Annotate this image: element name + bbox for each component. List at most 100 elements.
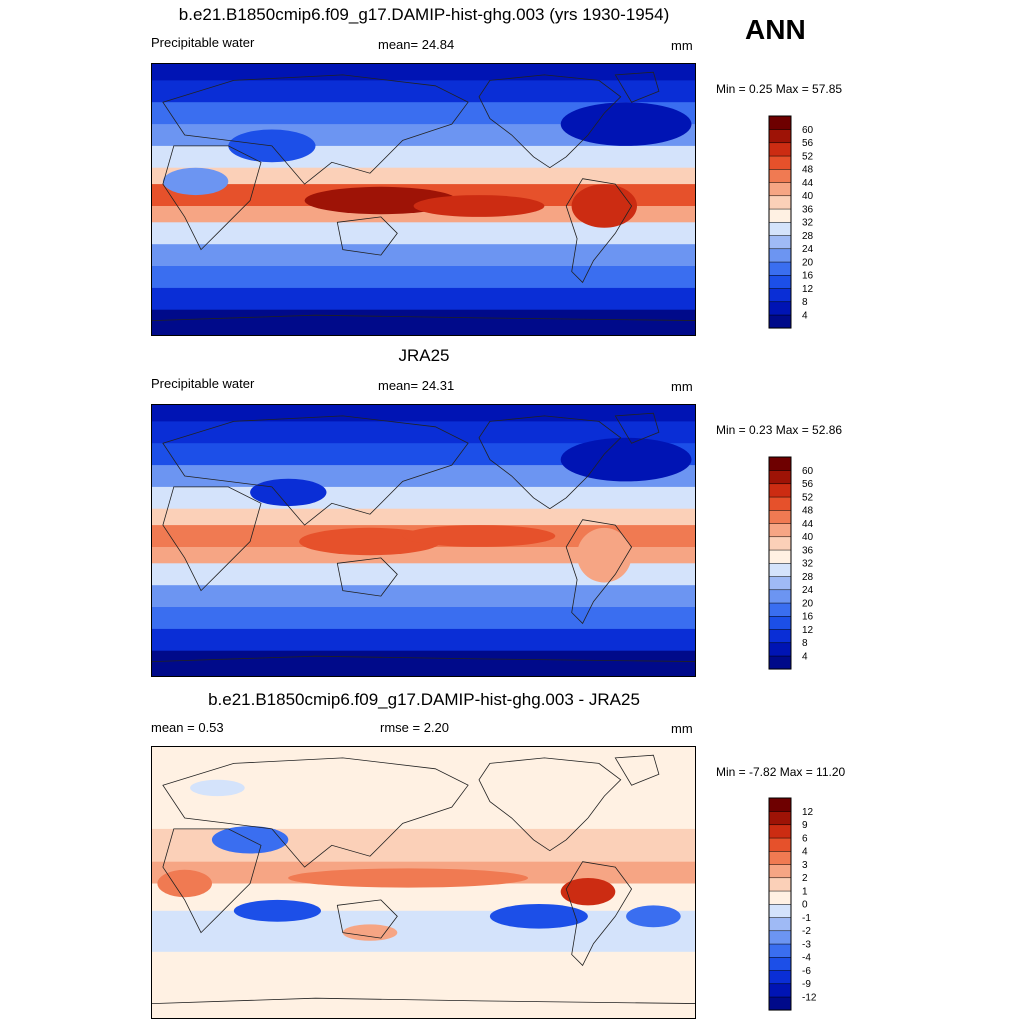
latitude-band-12 (152, 309, 695, 335)
colorbar-tick-label: 3 (802, 860, 808, 871)
colorbar-swatch-4 (768, 261, 792, 276)
latitude-band-3 (152, 883, 695, 912)
latitude-band-8 (152, 563, 695, 586)
latitude-band-7 (152, 547, 695, 564)
panel-2-colorbar: 4 8 12 16 20 24 28 32 36 40 44 48 52 56 60 (768, 456, 829, 671)
colorbar-swatch-2 (768, 970, 792, 985)
colorbar-swatch-13 (768, 824, 792, 839)
colorbar-swatch-12 (768, 496, 792, 511)
colorbar-swatch-11 (768, 509, 792, 524)
colorbar-swatch-6 (768, 917, 792, 932)
field-feature-2 (157, 869, 212, 898)
colorbar-tick-label: 48 (802, 165, 814, 176)
panel-3-map (151, 746, 696, 1019)
colorbar-tick-label: 8 (802, 638, 808, 649)
colorbar-tick-label: -3 (802, 939, 811, 950)
coastline-south-america (565, 519, 633, 625)
colorbar-tick-label: 44 (802, 519, 814, 530)
colorbar-tick-label: 36 (802, 545, 814, 556)
colorbar-swatch-9 (768, 877, 792, 892)
colorbar-tick-label: 16 (802, 612, 814, 623)
coastline-north-america (478, 74, 622, 169)
latitude-band-5 (152, 508, 695, 526)
colorbar-swatch-7 (768, 903, 792, 918)
colorbar-frame (768, 456, 792, 670)
colorbar-tick-label: 0 (802, 900, 808, 911)
panel-2-mean-label: mean= 24.31 (378, 378, 455, 393)
colorbar-swatch-0 (768, 314, 792, 329)
coastline-north-america (478, 415, 622, 510)
colorbar-swatch-9 (768, 195, 792, 210)
colorbar-swatch-3 (768, 615, 792, 630)
colorbar-swatch-5 (768, 248, 792, 263)
coastline-europe-asia (162, 757, 469, 868)
colorbar-swatch-14 (768, 129, 792, 144)
panel-1-map-plot (152, 64, 695, 335)
colorbar-tick-label: 28 (802, 572, 814, 583)
field-feature-0 (288, 868, 528, 888)
latitude-band-12 (152, 650, 695, 676)
panel-1-units-label: mm (671, 38, 693, 53)
panel-3-title: b.e21.B1850cmip6.f09_g17.DAMIP-hist-ghg.… (208, 690, 640, 709)
panel-3-colorbar: -12 -9 -6 -4 -3 -2 -1 0 1 2 3 4 6 9 12 (768, 797, 829, 1012)
colorbar-tick-label: 40 (802, 532, 814, 543)
coastline-antarctica (152, 314, 695, 321)
panel-1-mean-label: mean= 24.84 (378, 37, 455, 52)
latitude-band-11 (152, 287, 695, 311)
colorbar-swatch-12 (768, 155, 792, 170)
colorbar-swatch-10 (768, 182, 792, 197)
latitude-band-10 (152, 607, 695, 630)
latitude-band-4 (152, 910, 695, 953)
colorbar-tick-label: 60 (802, 466, 814, 477)
coastline-africa (162, 145, 262, 251)
colorbar-tick-label: 44 (802, 178, 814, 189)
colorbar-tick-label: 4 (802, 310, 808, 321)
colorbar-tick-label: -4 (802, 953, 811, 964)
colorbar-swatch-12 (768, 837, 792, 852)
colorbar-tick-label: 6 (802, 833, 808, 844)
coastline-africa (162, 828, 262, 934)
field-feature-4 (489, 904, 588, 929)
panel-2-map (151, 404, 696, 677)
colorbar-tick-label: -6 (802, 966, 811, 977)
latitude-band-9 (152, 244, 695, 267)
field-feature-3 (233, 899, 321, 922)
panel-2-variable-label: Precipitable water (151, 376, 255, 391)
coastline-australia (336, 557, 398, 597)
colorbar-tick-label: 48 (802, 506, 814, 517)
colorbar-tick-label: 28 (802, 231, 814, 242)
latitude-band-10 (152, 266, 695, 289)
colorbar-swatch-3 (768, 956, 792, 971)
latitude-band-1 (152, 421, 695, 444)
colorbar-swatch-2 (768, 629, 792, 644)
colorbar-swatch-10 (768, 864, 792, 879)
colorbar-swatch-1 (768, 301, 792, 316)
panel-1-min-max: Min = 0.25 Max = 57.85 (716, 82, 843, 96)
colorbar-tick-label: 12 (802, 284, 814, 295)
panel-3-mean-label: mean = 0.53 (151, 720, 224, 735)
colorbar-tick-label: 16 (802, 271, 814, 282)
colorbar-swatch-15 (768, 456, 792, 471)
colorbar-tick-label: 20 (802, 257, 814, 268)
panel-1-colorbar: 4 8 12 16 20 24 28 32 36 40 44 48 52 56 60 (768, 115, 829, 330)
latitude-band-9 (152, 585, 695, 608)
colorbar-tick-label: 4 (802, 847, 808, 858)
panel-3-map-plot (152, 747, 695, 1018)
colorbar-swatch-5 (768, 589, 792, 604)
colorbar-swatch-8 (768, 208, 792, 223)
field-feature-3 (560, 437, 692, 482)
latitude-band-4 (152, 486, 695, 510)
colorbar-swatch-14 (768, 470, 792, 485)
colorbar-tick-label: 9 (802, 820, 808, 831)
panel-3-min-max: Min = -7.82 Max = 11.20 (716, 765, 846, 779)
latitude-band-0 (152, 405, 695, 422)
colorbar-swatch-14 (768, 811, 792, 826)
colorbar-tick-label: 2 (802, 873, 808, 884)
latitude-band-11 (152, 628, 695, 652)
colorbar-tick-label: 12 (802, 807, 814, 818)
colorbar-tick-label: 60 (802, 125, 814, 136)
colorbar-tick-label: 1 (802, 886, 808, 897)
